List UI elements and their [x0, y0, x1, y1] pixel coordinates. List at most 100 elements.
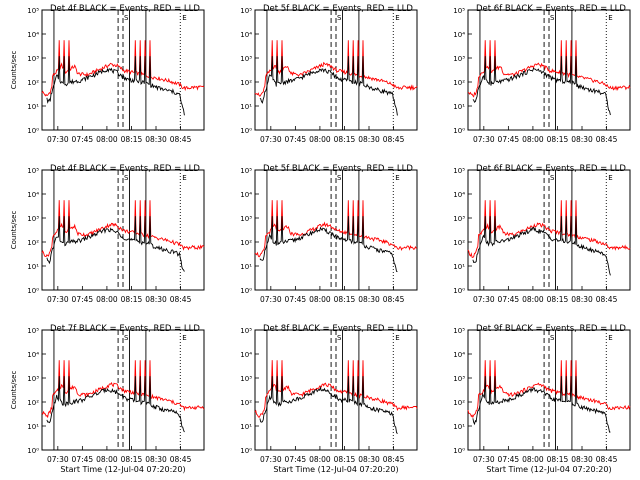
x-tick-label: 07:30	[473, 295, 495, 304]
series-lld	[467, 360, 631, 419]
x-tick-label: 08:45	[596, 455, 618, 464]
y-tick-label: 10⁵	[240, 327, 252, 335]
x-tick-label: 08:45	[383, 455, 405, 464]
saa-end-label: E	[395, 334, 399, 342]
y-tick-label: 10²	[240, 79, 252, 87]
y-tick-label: 10²	[453, 79, 465, 87]
y-axis-label: Counts/sec	[10, 371, 18, 410]
y-tick-label: 10³	[453, 375, 465, 383]
y-tick-label: 10⁵	[27, 7, 39, 15]
y-tick-label: 10³	[27, 55, 39, 63]
y-tick-label: 10³	[27, 375, 39, 383]
saa-end-label: E	[608, 334, 612, 342]
x-tick-label: 08:30	[571, 455, 593, 464]
series-events	[46, 216, 185, 272]
y-tick-label: 10²	[27, 399, 39, 407]
y-tick-label: 10³	[240, 215, 252, 223]
x-tick-label: 08:45	[383, 135, 405, 144]
panel-title: Det 9f BLACK = Events, RED = LLD	[476, 324, 626, 334]
y-tick-label: 10¹	[240, 103, 252, 111]
panel-title: Det 5f BLACK = Events, RED = LLD	[263, 4, 413, 14]
x-tick-label: 07:30	[260, 455, 282, 464]
y-tick-label: 10³	[240, 55, 252, 63]
y-tick-label: 10³	[240, 375, 252, 383]
y-tick-label: 10¹	[27, 103, 39, 111]
x-tick-label: 08:15	[121, 295, 143, 304]
series-lld	[467, 200, 631, 258]
y-tick-label: 10²	[453, 239, 465, 247]
series-events	[259, 376, 398, 434]
y-tick-label: 10⁴	[27, 31, 39, 39]
y-tick-label: 10⁰	[27, 127, 39, 135]
x-tick-label: 08:30	[358, 295, 380, 304]
y-tick-label: 10⁵	[240, 167, 252, 175]
series-lld	[41, 40, 205, 97]
x-tick-label: 07:45	[72, 455, 94, 464]
x-tick-label: 07:45	[498, 455, 520, 464]
y-tick-label: 10⁵	[27, 167, 39, 175]
x-tick-label: 07:45	[498, 295, 520, 304]
panel-title: Det 8f BLACK = Events, RED = LLD	[263, 324, 413, 334]
saa-start-label: S	[337, 14, 342, 22]
saa-start-label: S	[124, 174, 129, 182]
y-tick-label: 10³	[453, 55, 465, 63]
x-tick-label: 08:30	[571, 135, 593, 144]
y-tick-label: 10⁰	[240, 287, 252, 295]
panel-title: Det 5f BLACK = Events, RED = LLD	[263, 164, 413, 174]
panel-2: Det 5f BLACK = Events, RED = LLD 10⁰ 10¹ 10…	[240, 4, 418, 144]
saa-start-label: S	[337, 174, 342, 182]
x-tick-label: 08:15	[334, 455, 356, 464]
saa-end-label: E	[395, 174, 399, 182]
x-tick-label: 07:45	[285, 455, 307, 464]
y-tick-label: 10³	[27, 215, 39, 223]
x-tick-label: 08:00	[96, 455, 118, 464]
x-tick-label: 08:45	[596, 295, 618, 304]
y-tick-label: 10⁰	[240, 127, 252, 135]
y-tick-label: 10¹	[453, 103, 465, 111]
saa-end-label: E	[182, 334, 186, 342]
x-tick-label: 07:30	[473, 455, 495, 464]
y-tick-label: 10⁰	[453, 447, 465, 455]
x-tick-label: 07:30	[47, 295, 69, 304]
panel-1: Det 4f BLACK = Events, RED = LLD 10⁰ 10¹ 10…	[10, 4, 205, 144]
panel-title: Det 4f BLACK = Events, RED = LLD	[50, 4, 200, 14]
y-tick-label: 10⁴	[240, 191, 252, 199]
series-lld	[254, 40, 418, 97]
x-axis-label: Start Time (12-Jul-04 07:20:20)	[60, 465, 185, 474]
series-events	[472, 216, 611, 276]
saa-start-label: S	[550, 14, 555, 22]
y-tick-label: 10¹	[453, 263, 465, 271]
y-tick-label: 10⁴	[240, 31, 252, 39]
y-tick-label: 10⁵	[453, 167, 465, 175]
saa-end-label: E	[608, 174, 612, 182]
panel-5: Det 5f BLACK = Events, RED = LLD 10⁰ 10¹ 10…	[240, 164, 418, 304]
panel-4: Det 4f BLACK = Events, RED = LLD 10⁰ 10¹ 10…	[10, 164, 205, 304]
x-tick-label: 08:00	[96, 295, 118, 304]
x-axis-label: Start Time (12-Jul-04 07:20:20)	[486, 465, 611, 474]
y-tick-label: 10²	[453, 399, 465, 407]
series-events	[46, 56, 185, 116]
x-tick-label: 07:45	[498, 135, 520, 144]
x-tick-label: 08:15	[334, 135, 356, 144]
x-tick-label: 07:30	[260, 135, 282, 144]
panel-8: Det 8f BLACK = Events, RED = LLD 10⁰ 10¹ 10…	[240, 324, 418, 474]
y-tick-label: 10⁴	[453, 191, 465, 199]
y-tick-label: 10²	[240, 239, 252, 247]
y-tick-label: 10¹	[27, 423, 39, 431]
series-events	[472, 376, 611, 433]
panel-title: Det 7f BLACK = Events, RED = LLD	[50, 324, 200, 334]
x-tick-label: 08:45	[170, 135, 192, 144]
panel-3: Det 6f BLACK = Events, RED = LLD 10⁰ 10¹ 10…	[453, 4, 631, 144]
x-tick-label: 08:30	[145, 455, 167, 464]
series-events	[259, 56, 398, 116]
x-tick-label: 08:45	[596, 135, 618, 144]
y-tick-label: 10⁰	[453, 127, 465, 135]
x-tick-label: 07:30	[47, 135, 69, 144]
x-tick-label: 07:30	[47, 455, 69, 464]
y-tick-label: 10¹	[453, 423, 465, 431]
panel-9: Det 9f BLACK = Events, RED = LLD 10⁰ 10¹ 10…	[453, 324, 631, 474]
x-tick-label: 08:00	[522, 295, 544, 304]
x-tick-label: 07:45	[285, 135, 307, 144]
